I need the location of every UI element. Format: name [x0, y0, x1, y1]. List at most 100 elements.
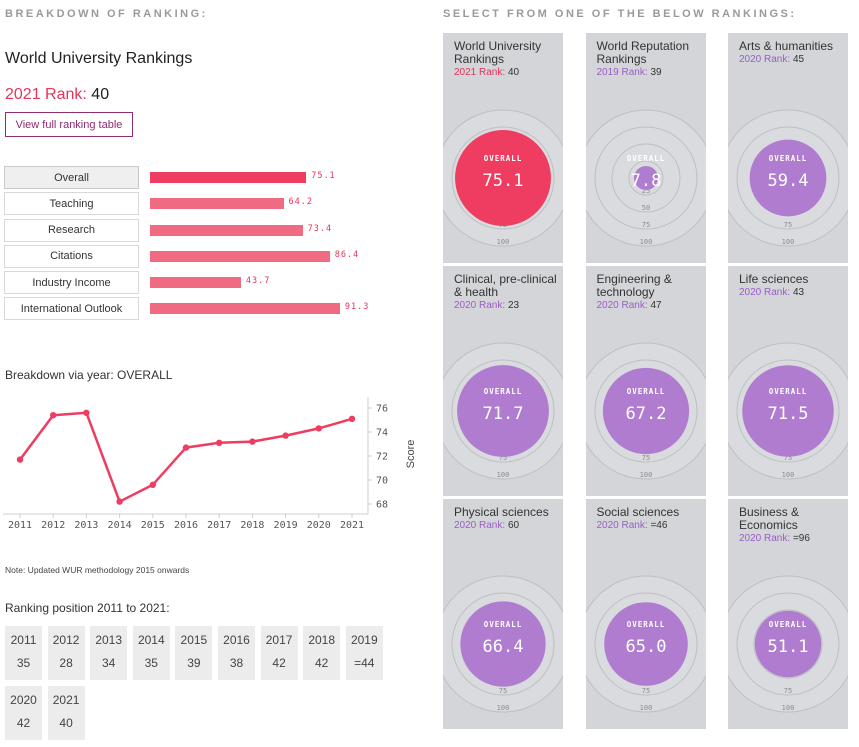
- metric-button[interactable]: International Outlook: [4, 297, 139, 321]
- overall-label: OVERALL: [769, 620, 808, 629]
- metric-row: International Outlook 91.3: [4, 296, 384, 322]
- rank-line: 2021 Rank: 40: [5, 86, 109, 104]
- radar-tick-label: 50: [641, 204, 649, 212]
- card-radial-chart: 255075100OVERALL65.0: [585, 575, 706, 713]
- overall-point[interactable]: [216, 439, 223, 446]
- view-full-ranking-button[interactable]: View full ranking table: [5, 112, 133, 137]
- breakdown-heading: BREAKDOWN OF RANKING:: [5, 8, 208, 20]
- card-title: Arts & humanities: [739, 39, 834, 53]
- overall-point[interactable]: [16, 456, 24, 463]
- metric-row: Citations 86.4: [4, 244, 384, 270]
- position-year: 2020: [10, 693, 37, 707]
- overall-score: 65.0: [625, 637, 666, 657]
- overall-label: OVERALL: [626, 154, 665, 163]
- overall-score-circle: [633, 166, 658, 190]
- y-tick-label: 70: [376, 476, 388, 487]
- card-title-block: Physical sciences 2020 Rank: 60: [454, 506, 559, 532]
- card-rank-value: =46: [650, 520, 668, 531]
- overall-score: 59.4: [768, 171, 809, 191]
- position-cell: 2017 42: [260, 626, 298, 680]
- overall-score-circle: [457, 365, 549, 457]
- position-year: 2017: [265, 633, 293, 647]
- metric-button[interactable]: Overall: [4, 166, 139, 189]
- position-year: 2011: [10, 633, 37, 647]
- card-radial-chart: 255075100OVERALL75.1: [443, 109, 563, 247]
- metric-button[interactable]: Industry Income: [4, 271, 139, 295]
- overall-score: 7.8: [630, 171, 661, 191]
- position-cell: 2013 34: [90, 626, 128, 680]
- metric-bar: [150, 172, 307, 183]
- metric-value: 43.7: [245, 276, 271, 287]
- metric-button[interactable]: Citations: [4, 244, 139, 268]
- radar-tick-label: 75: [641, 687, 649, 695]
- metric-button[interactable]: Research: [4, 218, 139, 242]
- radar-tick-label: 75: [641, 454, 649, 462]
- card-title: World University Rankings: [454, 39, 542, 66]
- overall-point[interactable]: [249, 438, 256, 445]
- radar-tick-label: 100: [497, 704, 510, 712]
- position-rank: 28: [59, 656, 73, 670]
- ranking-card[interactable]: World Reputation Rankings 2019 Rank: 39 25…: [585, 33, 706, 263]
- overall-score-circle: [742, 365, 834, 457]
- overall-point[interactable]: [83, 409, 90, 416]
- position-rank: 34: [102, 656, 116, 670]
- card-rank: 2020 Rank: 45: [739, 53, 844, 66]
- card-rank-value: 45: [792, 54, 805, 65]
- overall-point[interactable]: [149, 481, 156, 488]
- x-tick-label: 2019: [274, 520, 298, 531]
- metric-bar: [150, 250, 330, 262]
- metric-bar: [150, 224, 303, 236]
- overall-score-circle: [749, 139, 827, 217]
- overall-point[interactable]: [116, 498, 123, 505]
- position-cell: 2021 40: [47, 686, 85, 740]
- card-radial-chart: 25 50 75 100 OVERALL 7.8: [585, 109, 706, 247]
- positions-title: Ranking position 2011 to 2021:: [5, 601, 170, 615]
- card-title-block: Social sciences 2020 Rank: =46: [597, 506, 702, 532]
- card-rank: 2021 Rank: 40: [454, 66, 559, 79]
- card-title: Life sciences: [739, 272, 809, 286]
- card-rank-value: 60: [507, 520, 520, 531]
- overall-point[interactable]: [348, 415, 356, 422]
- overall-point[interactable]: [182, 444, 190, 451]
- overall-point[interactable]: [50, 412, 57, 419]
- overall-point[interactable]: [282, 432, 289, 439]
- ranking-card[interactable]: Clinical, pre-clinical & health 2020 Rank…: [443, 266, 563, 496]
- position-cell: 2019 =44: [345, 626, 383, 680]
- metric-value: 73.4: [307, 223, 333, 234]
- overall-label: OVERALL: [769, 387, 808, 396]
- card-rank-value: 23: [507, 300, 520, 311]
- metric-row: Industry Income 43.7: [4, 270, 384, 296]
- metrics-list: Overall 75.1 Teaching 64.2 Research 73.4 Citat…: [4, 165, 384, 323]
- radar-tick-label: 100: [639, 704, 652, 712]
- overall-score: 75.1: [483, 171, 524, 191]
- x-tick-label: 2016: [174, 520, 198, 531]
- metric-value: 91.3: [344, 302, 370, 313]
- overall-label: OVERALL: [626, 620, 665, 629]
- overall-score: 71.5: [768, 404, 809, 424]
- year-line-chart: 2011 2012 2013 2014 2015 2016 2017 2018 2019 2020…: [3, 397, 417, 531]
- x-tick-label: 2020: [307, 520, 331, 531]
- overall-series-line: [18, 411, 353, 504]
- position-cell: 2020 42: [5, 686, 42, 740]
- metric-button[interactable]: Teaching: [4, 192, 139, 216]
- card-title-block: Engineering & technology 2020 Rank: 47: [597, 273, 702, 312]
- x-tick-label: 2015: [141, 520, 165, 531]
- card-rank: 2020 Rank: 60: [454, 519, 559, 532]
- position-year: 2019: [350, 633, 378, 647]
- x-tick-label: 2014: [108, 520, 132, 531]
- radar-tick-label: 100: [497, 471, 510, 479]
- card-rank-label: 2020 Rank:: [596, 300, 648, 311]
- position-year: 2021: [52, 693, 80, 707]
- overall-score: 71.7: [483, 404, 524, 424]
- card-rank-value: 43: [792, 287, 805, 298]
- overall-score-circle: [460, 601, 546, 687]
- overall-point[interactable]: [315, 425, 322, 432]
- position-rank: 40: [59, 716, 73, 730]
